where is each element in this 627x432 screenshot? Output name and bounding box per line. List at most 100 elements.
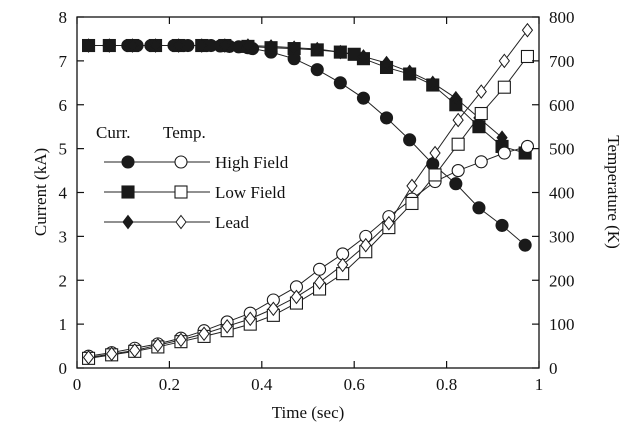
data-point — [404, 64, 416, 80]
data-point — [129, 343, 141, 358]
data-point — [356, 91, 370, 105]
data-point — [474, 106, 488, 121]
y2-axis-title: Temperature (K) — [604, 135, 623, 249]
data-point — [474, 155, 488, 169]
data-point — [219, 38, 231, 53]
series-line — [88, 145, 528, 357]
legend-header-current: Curr. — [96, 123, 130, 142]
data-point — [196, 38, 208, 53]
legend-marker-current — [122, 214, 134, 230]
data-point — [498, 53, 510, 69]
data-point — [379, 111, 394, 125]
y-tick-label: 7 — [59, 52, 68, 71]
data-point — [244, 311, 256, 327]
data-point — [242, 38, 254, 53]
y-tick-label: 3 — [59, 227, 68, 246]
series-lines — [88, 29, 528, 359]
x-tick-label: 0 — [73, 375, 82, 394]
data-point — [82, 350, 95, 365]
x-tick-label: 0.4 — [251, 375, 273, 394]
legend: Curr. Temp. High Field Low Field Lead — [96, 123, 289, 232]
x-tick-label: 1 — [535, 375, 544, 394]
data-point — [126, 38, 139, 53]
data-point — [475, 84, 487, 99]
data-point — [518, 238, 532, 252]
data-point — [312, 262, 327, 276]
data-point — [452, 112, 464, 128]
y-tick-label: 6 — [59, 96, 68, 115]
data-point — [450, 90, 462, 106]
x-tick-label: 0.8 — [436, 375, 457, 394]
data-point — [405, 196, 419, 211]
data-point — [520, 49, 535, 64]
data-point — [334, 44, 346, 60]
y-tick-label: 4 — [59, 184, 68, 203]
legend-marker-current — [121, 155, 135, 169]
data-point — [427, 75, 439, 91]
y-tick-label: 1 — [59, 315, 68, 334]
data-point — [426, 157, 440, 171]
data-point — [198, 326, 210, 342]
data-point — [357, 49, 370, 64]
data-point — [380, 55, 393, 71]
data-point — [103, 38, 115, 53]
ticks: 0 0.2 0.4 0.6 0.8 101234567801002003004005006… — [59, 8, 575, 394]
data-point — [449, 177, 463, 191]
data-point — [497, 146, 511, 160]
data-point — [82, 38, 95, 53]
data-point — [497, 80, 511, 94]
data-point — [267, 301, 279, 317]
data-point — [149, 38, 162, 53]
y2-tick-label: 100 — [549, 315, 575, 334]
data-point — [495, 218, 509, 232]
data-point — [429, 145, 441, 161]
y2-tick-label: 500 — [549, 140, 575, 159]
x-tick-label: 0.6 — [344, 375, 365, 394]
data-point — [451, 137, 465, 151]
y2-tick-label: 400 — [549, 184, 575, 203]
x-axis-title: Time (sec) — [272, 403, 345, 422]
data-point — [221, 318, 233, 334]
y-tick-label: 5 — [59, 140, 68, 159]
y-axis-title: Current (kA) — [31, 148, 50, 236]
data-point — [152, 337, 164, 353]
data-point — [406, 178, 418, 194]
data-point — [106, 346, 118, 362]
legend-label: High Field — [215, 153, 289, 172]
legend-marker-temperature — [174, 155, 188, 169]
data-point — [496, 130, 508, 145]
legend-marker-temperature — [174, 185, 188, 199]
data-point — [521, 22, 534, 38]
data-point — [403, 133, 417, 147]
y2-tick-label: 0 — [549, 359, 558, 378]
legend-marker-temperature — [175, 214, 187, 230]
data-point — [311, 41, 323, 57]
data-point — [265, 39, 277, 54]
data-point — [310, 63, 324, 77]
data-point — [288, 40, 300, 56]
data-point — [313, 275, 326, 290]
data-point — [333, 76, 347, 90]
data-point — [428, 168, 442, 182]
data-point — [451, 164, 465, 178]
y2-tick-label: 700 — [549, 52, 575, 71]
legend-header-temperature: Temp. — [163, 123, 206, 142]
legend-marker-current — [121, 185, 135, 199]
legend-label: Lead — [215, 213, 249, 232]
data-point — [290, 289, 303, 305]
data-point — [173, 38, 185, 53]
series-line — [88, 29, 528, 358]
data-point — [175, 332, 187, 348]
y2-tick-label: 300 — [549, 227, 575, 246]
data-point — [337, 257, 349, 273]
y-tick-label: 2 — [59, 271, 68, 290]
y-tick-label: 0 — [59, 359, 68, 378]
series-markers — [82, 22, 535, 365]
y2-tick-label: 600 — [549, 96, 575, 115]
y-tick-label: 8 — [59, 8, 68, 27]
data-point — [360, 237, 372, 253]
data-point — [520, 139, 535, 153]
y2-tick-label: 800 — [549, 8, 575, 27]
legend-label: Low Field — [215, 183, 286, 202]
